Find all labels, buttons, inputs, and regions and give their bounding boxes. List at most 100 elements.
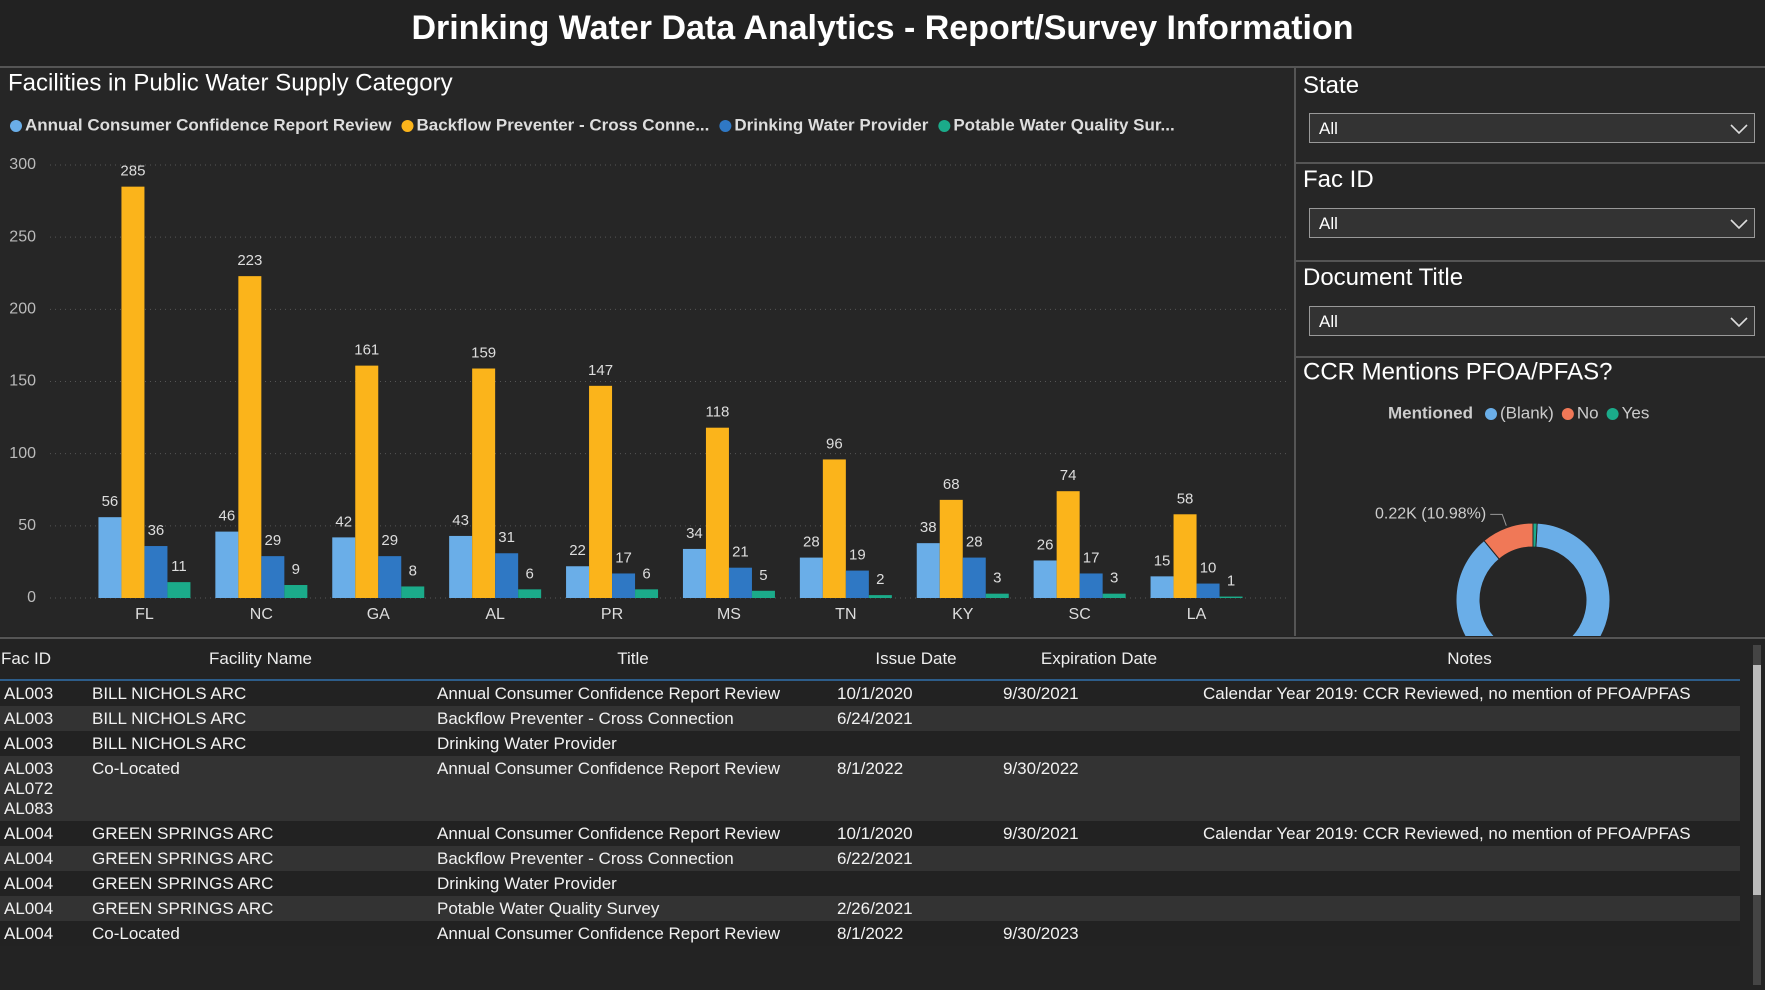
table-row: AL004 GREEN SPRINGS ARC Annual Consumer Co… <box>0 821 1740 846</box>
separator <box>1296 260 1765 262</box>
bar <box>1196 583 1220 598</box>
table-cell: 10/1/2020 <box>833 680 999 706</box>
column-header: Issue Date <box>833 639 999 681</box>
data-label: 159 <box>471 344 496 361</box>
x-tick-label: KY <box>952 606 974 623</box>
data-label: 28 <box>803 534 820 551</box>
donut-slice <box>1532 522 1538 548</box>
filter-label: Fac ID <box>1303 166 1374 193</box>
table-cell <box>1199 756 1740 821</box>
data-label: 58 <box>1177 490 1194 507</box>
legend-title: Mentioned <box>1388 403 1473 422</box>
data-label: 42 <box>335 513 352 530</box>
table-row: AL004 GREEN SPRINGS ARC Drinking Water Pro… <box>0 871 1740 896</box>
table-cell: AL004 <box>0 921 88 946</box>
table-cell: 10/1/2020 <box>833 821 999 846</box>
scrollbar[interactable] <box>1751 645 1763 985</box>
table-panel: Fac ID Facility Name Title Issue Date Expira… <box>0 637 1765 990</box>
table-cell <box>1199 731 1740 756</box>
table-cell <box>999 846 1199 871</box>
table-cell: Backflow Preventer - Cross Connection <box>433 706 833 731</box>
legend-label: Backflow Preventer - Cross Conne... <box>417 115 710 134</box>
table-cell: Annual Consumer Confidence Report Review <box>433 821 833 846</box>
table-cell: 6/22/2021 <box>833 846 999 871</box>
table-cell: GREEN SPRINGS ARC <box>88 896 433 921</box>
chevron <box>1730 124 1748 135</box>
column-header: Title <box>433 639 833 681</box>
table-cell: AL003 <box>0 680 88 706</box>
table-cell: 8/1/2022 <box>833 756 999 821</box>
table-cell: Drinking Water Provider <box>433 731 833 756</box>
data-label: 28 <box>966 534 983 551</box>
table-row: AL004 Co-Located Annual Consumer Confidenc… <box>0 921 1740 946</box>
y-tick-label: 200 <box>9 301 36 318</box>
legend-marker <box>938 120 951 132</box>
table-row: AL003 BILL NICHOLS ARC Drinking Water Prov… <box>0 731 1740 756</box>
bar <box>822 459 846 598</box>
data-label: 26 <box>1037 536 1054 553</box>
data-label: 15 <box>1154 552 1171 569</box>
bar <box>1033 560 1057 598</box>
y-tick-label: 250 <box>9 228 36 245</box>
bar <box>589 385 613 598</box>
table-cell: AL003 AL072 AL083 <box>0 756 88 821</box>
table-cell <box>999 731 1199 756</box>
data-table: Fac ID Facility Name Title Issue Date Expira… <box>0 639 1740 946</box>
x-tick-label: LA <box>1187 606 1207 623</box>
table-cell: AL004 <box>0 846 88 871</box>
bar <box>799 557 823 598</box>
table-cell: 8/1/2022 <box>833 921 999 946</box>
bar-panel: Facilities in Public Water Supply Catego… <box>0 68 1296 636</box>
table-cell <box>833 731 999 756</box>
table-cell: 6/24/2021 <box>833 706 999 731</box>
table-cell: AL004 <box>0 896 88 921</box>
data-label: 161 <box>354 342 379 359</box>
table-row: AL004 GREEN SPRINGS ARC Potable Water Qual… <box>0 896 1740 921</box>
column-header: Notes <box>1199 639 1740 681</box>
legend-label: Yes <box>1622 403 1650 422</box>
legend-label: (Blank) <box>1500 403 1554 422</box>
bar <box>1102 593 1126 598</box>
chevron <box>1730 317 1748 328</box>
page-title: Drinking Water Data Analytics - Report/S… <box>0 0 1765 68</box>
bar <box>144 546 168 598</box>
table-cell <box>1199 846 1740 871</box>
data-label: 56 <box>102 493 119 510</box>
legend-label: Drinking Water Provider <box>734 115 928 134</box>
dropdown-value: All <box>1319 119 1338 138</box>
bar <box>472 368 496 598</box>
table-cell: Co-Located <box>88 921 433 946</box>
bar <box>845 570 869 598</box>
x-tick-label: NC <box>250 606 273 623</box>
data-label: 3 <box>993 570 1001 587</box>
table-cell: Calendar Year 2019: CCR Reviewed, no men… <box>1199 821 1740 846</box>
data-label: 22 <box>569 542 586 559</box>
bar <box>1056 491 1080 598</box>
table-cell <box>833 871 999 896</box>
bar <box>518 589 542 598</box>
dropdown[interactable]: All <box>1309 208 1755 238</box>
y-tick-label: 50 <box>18 517 36 534</box>
dropdown[interactable]: All <box>1309 113 1755 143</box>
data-label: 34 <box>686 525 703 542</box>
data-label: 5 <box>759 567 767 584</box>
table-cell: GREEN SPRINGS ARC <box>88 871 433 896</box>
donut-slice <box>1455 522 1611 636</box>
table-cell: BILL NICHOLS ARC <box>88 706 433 731</box>
legend-marker <box>1606 408 1619 420</box>
table-cell: GREEN SPRINGS ARC <box>88 821 433 846</box>
data-label: 223 <box>237 252 262 269</box>
table-cell: 9/30/2022 <box>999 756 1199 821</box>
table-row: AL004 GREEN SPRINGS ARC Backflow Preventer… <box>0 846 1740 871</box>
table-cell: Annual Consumer Confidence Report Review <box>433 680 833 706</box>
dropdown[interactable]: All <box>1309 306 1755 336</box>
data-label: 3 <box>1110 570 1118 587</box>
bar <box>401 586 425 598</box>
table-cell: 2/26/2021 <box>833 896 999 921</box>
bar <box>1173 514 1197 598</box>
data-label: 147 <box>588 362 613 379</box>
y-tick-label: 300 <box>9 156 36 173</box>
table-cell <box>999 871 1199 896</box>
table-cell <box>999 706 1199 731</box>
table-cell: Calendar Year 2019: CCR Reviewed, no men… <box>1199 680 1740 706</box>
